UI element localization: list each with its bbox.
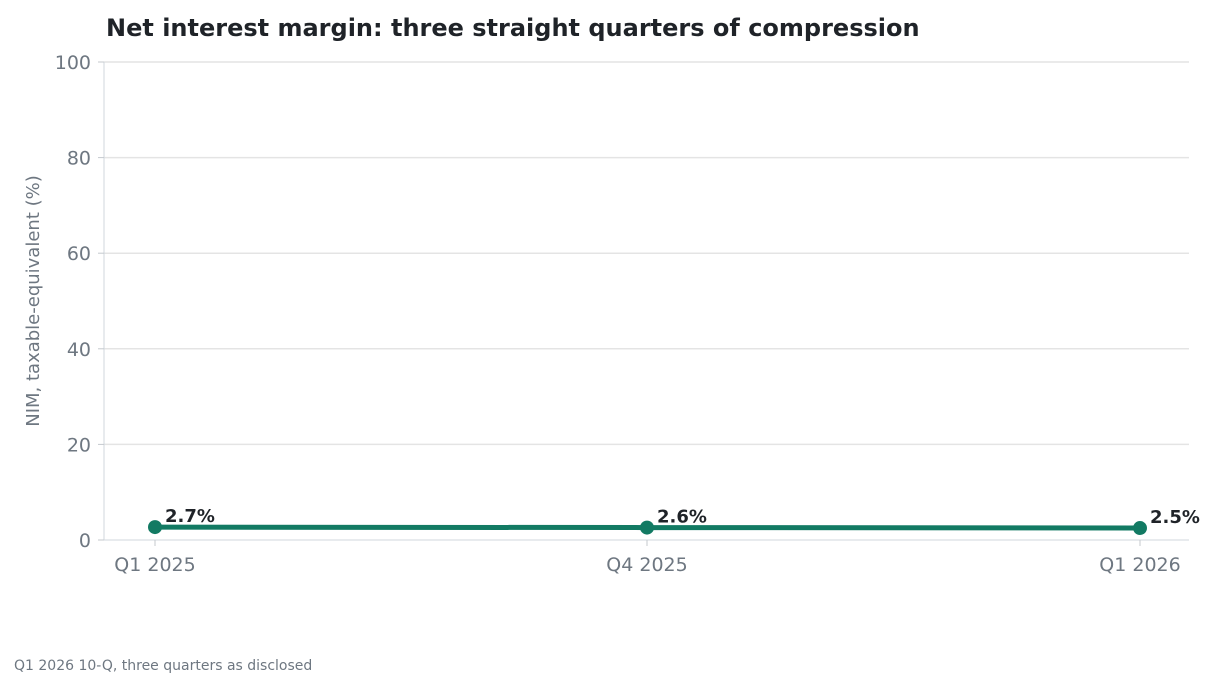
y-tick-label: 40 [67,339,91,361]
gridlines [104,61,1189,446]
data-label: 2.5% [1150,507,1200,528]
data-point [1133,521,1147,536]
data-label: 2.6% [657,507,707,528]
data-label: 2.7% [165,506,215,527]
y-tick-label: 20 [67,434,91,456]
data-point [640,520,654,535]
y-tick-label: 100 [55,52,91,74]
source-note: Q1 2026 10-Q, three quarters as disclose… [14,658,312,674]
y-tick-label: 0 [79,530,91,552]
x-tick-label: Q4 2025 [606,554,687,576]
y-tick-label: 80 [67,148,91,170]
data-point [148,520,162,535]
x-tick-label: Q1 2025 [114,554,195,576]
y-axis-ticks: 0 20 40 60 80 100 [55,52,104,552]
y-axis-title: NIM, taxable-equivalent (%) [23,175,44,427]
x-axis-ticks: Q1 2025 Q4 2025 Q1 2026 [114,540,1181,576]
y-tick-label: 60 [67,243,91,265]
x-tick-label: Q1 2026 [1099,554,1180,576]
series-plot: 2.7% 2.6% 2.5% [148,506,1200,536]
chart-title: Net interest margin: three straight quar… [106,14,920,42]
